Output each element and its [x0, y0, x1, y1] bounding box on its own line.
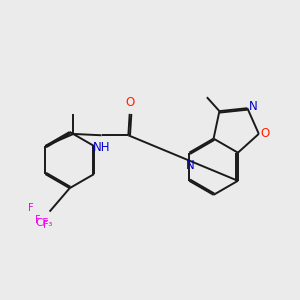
- Text: F: F: [35, 214, 41, 225]
- Text: CF₃: CF₃: [36, 218, 53, 228]
- Text: O: O: [260, 128, 269, 140]
- Text: F: F: [28, 203, 34, 213]
- Text: N: N: [186, 159, 195, 172]
- Text: O: O: [126, 95, 135, 109]
- Text: N: N: [249, 100, 258, 113]
- Text: NH: NH: [93, 141, 110, 154]
- Text: F: F: [44, 220, 49, 230]
